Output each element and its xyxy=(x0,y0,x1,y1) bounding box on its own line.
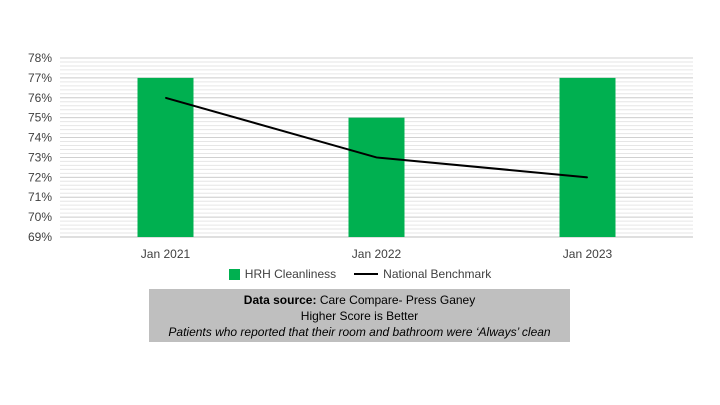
x-tick-label: Jan 2023 xyxy=(563,247,613,261)
line-series xyxy=(165,96,588,179)
y-tick-label: 75% xyxy=(28,111,52,125)
note-line-3: Patients who reported that their room an… xyxy=(149,324,570,340)
x-axis-ticks: Jan 2021 Jan 2022 Jan 2023 xyxy=(141,247,613,261)
legend-label-line: National Benchmark xyxy=(383,267,492,281)
bar-series xyxy=(137,77,616,237)
legend-item-bar: HRH Cleanliness xyxy=(228,267,337,281)
bar-1 xyxy=(137,77,194,237)
x-tick-label: Jan 2021 xyxy=(141,247,191,261)
y-tick-label: 77% xyxy=(28,71,52,85)
y-tick-label: 74% xyxy=(28,131,52,145)
benchmark-point-3 xyxy=(587,176,588,178)
y-tick-label: 73% xyxy=(28,150,52,164)
note-source-label: Data source: xyxy=(243,293,317,307)
bar-2 xyxy=(348,117,405,237)
y-tick-label: 71% xyxy=(28,190,52,204)
benchmark-point-1 xyxy=(165,97,166,99)
legend-item-line: National Benchmark xyxy=(354,267,491,281)
note-line-3-text: Patients who reported that their room an… xyxy=(168,325,551,339)
y-tick-label: 69% xyxy=(28,230,52,244)
y-tick-label: 70% xyxy=(28,210,52,224)
data-source-note: Data source: Care Compare- Press Ganey H… xyxy=(149,289,570,342)
legend: HRH Cleanliness National Benchmark xyxy=(0,262,720,286)
x-tick-label: Jan 2022 xyxy=(352,247,402,261)
benchmark-point-2 xyxy=(376,156,377,158)
y-tick-label: 72% xyxy=(28,170,52,184)
legend-swatch-line xyxy=(354,273,379,275)
y-axis-ticks: 69% 70% 71% 72% 73% 74% 75% 76% 77% 78% xyxy=(28,51,52,244)
note-line-1: Data source: Care Compare- Press Ganey xyxy=(149,292,570,308)
y-tick-label: 76% xyxy=(28,91,52,105)
legend-label-bar: HRH Cleanliness xyxy=(244,267,337,281)
bar-3 xyxy=(559,77,616,237)
chart: 69%70%71%72%73%74%75%76%77%78% Jan 2021 J… xyxy=(28,51,693,261)
note-line-2: Higher Score is Better xyxy=(300,309,419,323)
y-tick-label: 78% xyxy=(28,51,52,65)
legend-swatch-bar xyxy=(228,268,240,280)
note-source-value: Care Compare- Press Ganey xyxy=(316,293,476,307)
